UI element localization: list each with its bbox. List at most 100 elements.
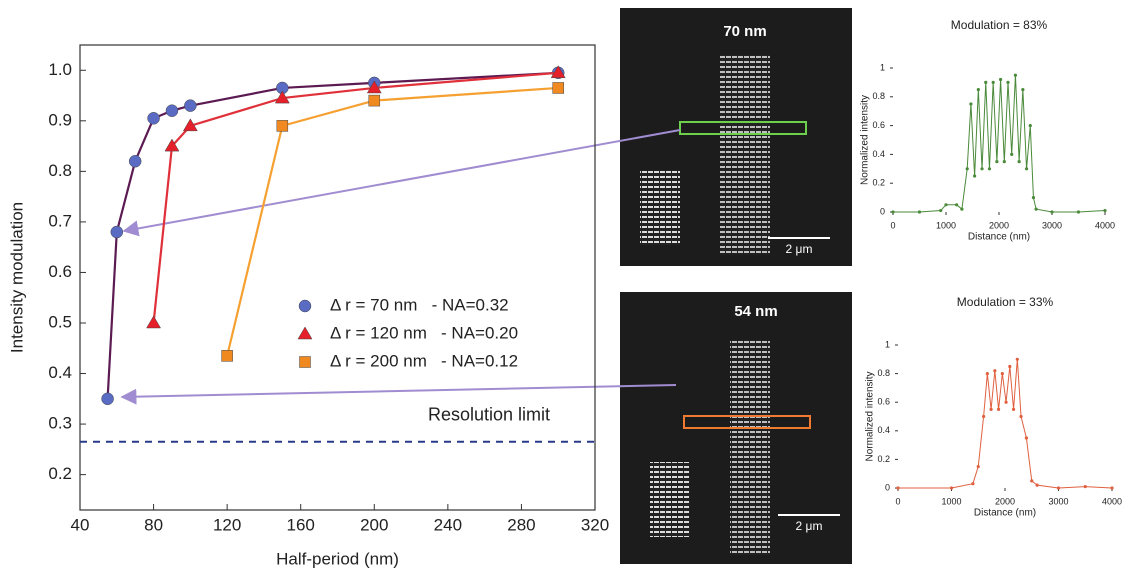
x-tick-label: 3000	[1048, 496, 1068, 506]
point	[917, 210, 922, 214]
point	[998, 77, 1003, 82]
y-tick-label: 0.8	[877, 368, 890, 378]
point	[1010, 152, 1014, 156]
marker	[184, 99, 197, 112]
x-tick-label: 280	[507, 515, 535, 534]
marker	[221, 350, 233, 362]
image-label: 54 nm	[734, 303, 777, 320]
legend-label: Δ r = 120 nm - NA=0.20	[330, 323, 518, 342]
y-tick-label: 0.2	[48, 464, 72, 483]
annotation: Resolution limit	[428, 405, 550, 425]
series-line	[226, 86, 559, 357]
point	[1002, 160, 1006, 164]
point	[1103, 208, 1107, 213]
y-axis-label: Normalized intensity	[860, 95, 871, 185]
point	[987, 167, 992, 171]
x-tick-label: 160	[287, 515, 315, 534]
marker	[366, 80, 382, 94]
point	[976, 464, 980, 469]
point	[1028, 124, 1032, 128]
marker	[146, 315, 162, 329]
x-axis-label: Distance (nm)	[968, 232, 1030, 243]
chart-title: Modulation = 83%	[951, 18, 1048, 32]
y-axis-label: Normalized intensity	[865, 371, 876, 461]
point	[1024, 436, 1028, 440]
marker	[552, 82, 564, 94]
y-tick-label: 0.4	[872, 149, 885, 159]
point	[949, 486, 954, 490]
point	[1019, 414, 1023, 419]
series-line	[898, 359, 1113, 489]
series-line	[893, 75, 1106, 213]
plot-frame	[79, 44, 596, 511]
marker	[101, 392, 114, 406]
point	[1011, 407, 1016, 411]
legend-label: Δ r = 70 nm - NA=0.32	[330, 295, 509, 314]
y-tick-label: 0	[885, 482, 890, 492]
profile-box	[683, 415, 811, 429]
point	[1021, 88, 1025, 92]
point	[1050, 210, 1054, 214]
point	[1056, 486, 1061, 490]
point	[1006, 80, 1010, 84]
point	[1034, 207, 1038, 211]
marker	[165, 104, 179, 117]
x-tick-label: 1000	[941, 496, 961, 506]
point	[955, 203, 959, 207]
legend-marker	[299, 356, 311, 368]
point	[1013, 73, 1018, 77]
legend-marker	[297, 326, 313, 340]
point	[1035, 483, 1039, 487]
x-tick-label: 240	[434, 515, 462, 534]
point	[980, 167, 984, 171]
point	[965, 167, 969, 171]
scale-label: 2 μm	[796, 519, 823, 533]
x-tick-label: 200	[360, 515, 388, 534]
point	[944, 203, 948, 207]
y-axis-label: Intensity modulation	[7, 202, 26, 353]
marker	[368, 94, 381, 107]
y-tick-label: 0.6	[877, 397, 890, 407]
arrow	[120, 384, 677, 405]
grating	[720, 55, 770, 255]
x-tick-label: 0	[895, 496, 900, 506]
marker	[274, 90, 290, 104]
point	[982, 414, 986, 419]
point	[996, 407, 1001, 411]
marker	[182, 118, 198, 132]
marker	[147, 112, 160, 125]
x-tick-label: 3000	[1042, 220, 1062, 230]
y-tick-label: 1.0	[48, 60, 72, 79]
point	[1076, 210, 1081, 214]
point	[1083, 484, 1087, 489]
point	[969, 102, 973, 106]
point	[973, 174, 977, 178]
y-tick-label: 0.7	[48, 211, 72, 230]
point	[939, 208, 943, 213]
x-tick-label: 2000	[995, 496, 1015, 506]
x-tick-label: 1000	[936, 220, 956, 230]
series-line	[152, 71, 559, 324]
y-tick-label: 0.4	[877, 425, 890, 435]
y-tick-label: 0.2	[872, 178, 885, 188]
y-tick-label: 0.5	[48, 312, 72, 331]
marker	[164, 138, 180, 152]
y-tick-label: 0.3	[48, 414, 72, 433]
image-label: 70 nm	[723, 23, 766, 40]
marker	[276, 120, 289, 132]
scale-label: 2 μm	[786, 242, 813, 256]
x-tick-label: 0	[890, 220, 895, 230]
grating	[730, 340, 770, 555]
marker	[110, 225, 124, 239]
point	[985, 372, 989, 376]
x-tick-label: 2000	[989, 220, 1009, 230]
point	[960, 207, 964, 211]
marker	[550, 65, 566, 79]
x-tick-label: 4000	[1102, 496, 1122, 506]
x-axis-label: Half-period (nm)	[276, 549, 399, 568]
x-axis-label: Distance (nm)	[974, 508, 1036, 519]
legend-label: Δ r = 200 nm - NA=0.12	[330, 351, 518, 370]
legend-marker	[298, 299, 312, 313]
point	[993, 369, 997, 373]
